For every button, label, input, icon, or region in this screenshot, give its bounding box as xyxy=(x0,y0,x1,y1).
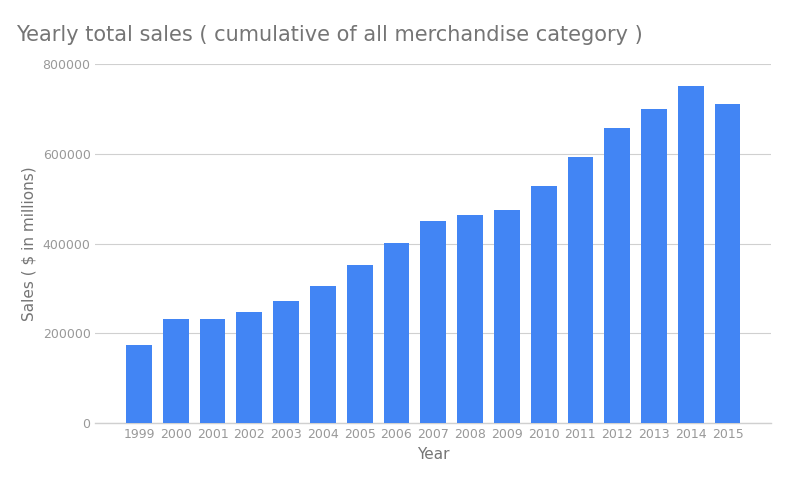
Bar xyxy=(310,286,335,423)
Y-axis label: Sales ( $ in millions): Sales ( $ in millions) xyxy=(22,166,37,321)
Bar xyxy=(641,109,667,423)
Bar xyxy=(494,210,520,423)
Bar xyxy=(200,319,226,423)
Bar xyxy=(604,128,630,423)
Bar xyxy=(126,344,152,423)
Bar xyxy=(457,215,483,423)
Bar xyxy=(568,157,593,423)
X-axis label: Year: Year xyxy=(417,447,449,461)
Bar xyxy=(678,86,704,423)
Bar xyxy=(531,186,556,423)
Bar xyxy=(163,319,188,423)
Bar xyxy=(384,243,409,423)
Bar xyxy=(347,265,373,423)
Bar xyxy=(273,301,299,423)
Text: Yearly total sales ( cumulative of all merchandise category ): Yearly total sales ( cumulative of all m… xyxy=(16,25,642,45)
Bar xyxy=(236,312,262,423)
Bar xyxy=(715,104,740,423)
Bar xyxy=(421,220,446,423)
